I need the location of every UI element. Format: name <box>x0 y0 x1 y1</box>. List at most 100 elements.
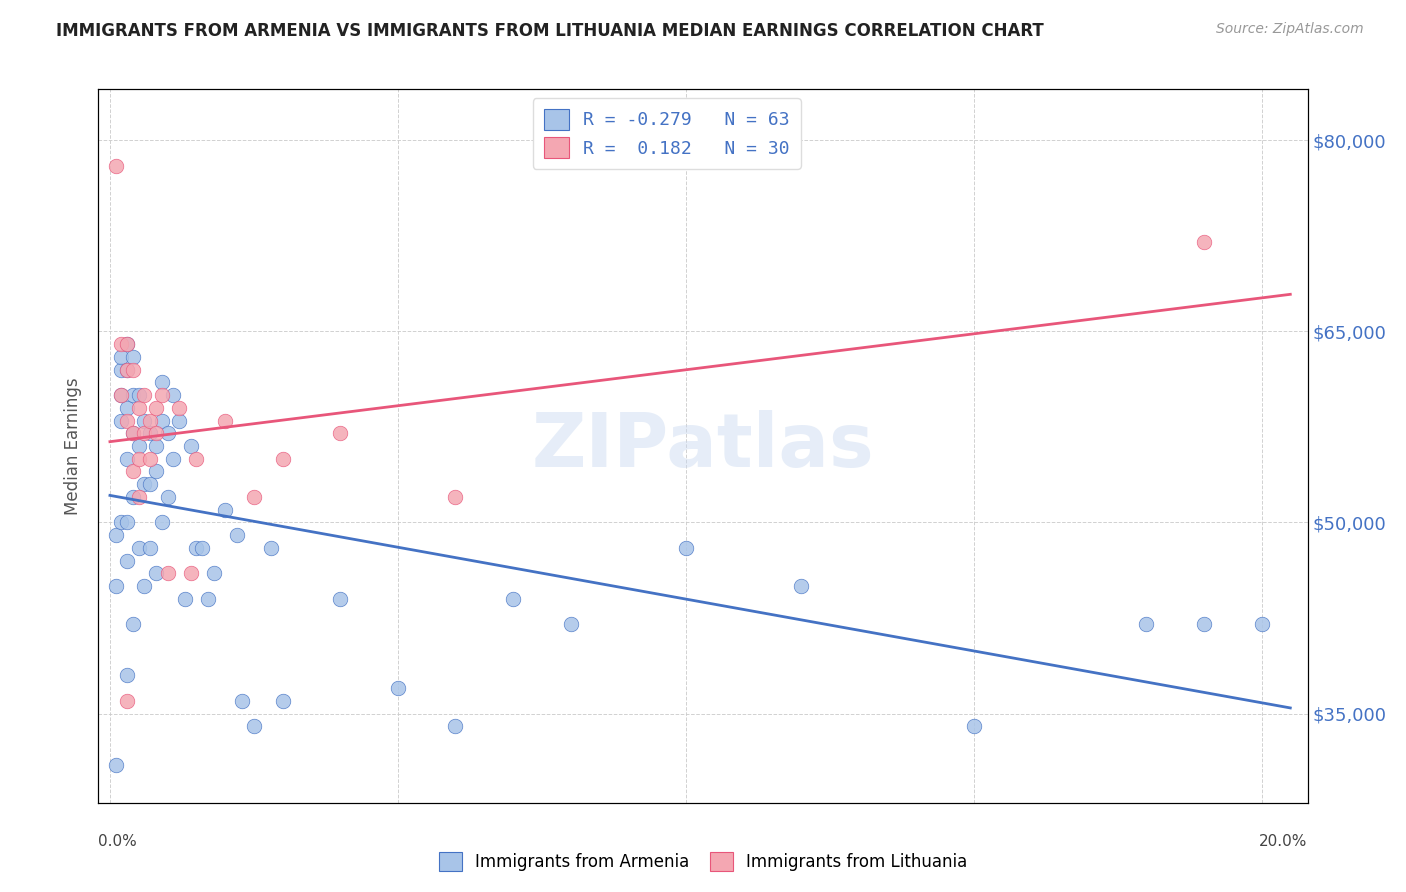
Point <box>156 426 179 441</box>
Point <box>128 490 150 504</box>
Point <box>162 451 184 466</box>
Text: 0.0%: 0.0% <box>98 834 138 849</box>
Text: 20.0%: 20.0% <box>1260 834 1308 849</box>
Point <box>162 388 184 402</box>
Text: IMMIGRANTS FROM ARMENIA VS IMMIGRANTS FROM LITHUANIA MEDIAN EARNINGS CORRELATION: IMMIGRANTS FROM ARMENIA VS IMMIGRANTS FR… <box>56 22 1045 40</box>
Point <box>110 337 132 351</box>
Point <box>134 579 156 593</box>
Point <box>173 591 195 606</box>
Point <box>104 579 127 593</box>
Point <box>122 617 145 632</box>
Point <box>145 439 167 453</box>
Point <box>675 541 697 555</box>
Point <box>271 451 294 466</box>
Point <box>110 350 132 364</box>
Point <box>444 719 467 733</box>
Point <box>115 554 138 568</box>
Point <box>110 413 132 427</box>
Point <box>139 477 162 491</box>
Point <box>214 502 236 516</box>
Point <box>115 362 138 376</box>
Point <box>191 541 214 555</box>
Point <box>110 388 132 402</box>
Point <box>128 401 150 415</box>
Point <box>260 541 283 555</box>
Point <box>110 388 132 402</box>
Point <box>271 694 294 708</box>
Point <box>150 376 173 390</box>
Point <box>115 337 138 351</box>
Point <box>444 490 467 504</box>
Point <box>145 465 167 479</box>
Point <box>387 681 409 695</box>
Point <box>115 451 138 466</box>
Point <box>139 451 162 466</box>
Point <box>139 426 162 441</box>
Point <box>180 566 202 581</box>
Point <box>1250 617 1272 632</box>
Point <box>145 426 167 441</box>
Point <box>214 413 236 427</box>
Point <box>167 413 190 427</box>
Point <box>139 413 162 427</box>
Point <box>122 350 145 364</box>
Point <box>145 401 167 415</box>
Point <box>115 516 138 530</box>
Point <box>115 362 138 376</box>
Point <box>110 362 132 376</box>
Point <box>962 719 984 733</box>
Point <box>122 426 145 441</box>
Point <box>156 490 179 504</box>
Point <box>115 413 138 427</box>
Point <box>122 426 145 441</box>
Point <box>134 477 156 491</box>
Point <box>104 159 127 173</box>
Point <box>115 337 138 351</box>
Point <box>790 579 813 593</box>
Point <box>560 617 582 632</box>
Point <box>231 694 253 708</box>
Point <box>134 388 156 402</box>
Point <box>115 694 138 708</box>
Point <box>122 362 145 376</box>
Point <box>122 490 145 504</box>
Point <box>122 388 145 402</box>
Point <box>128 541 150 555</box>
Point <box>180 439 202 453</box>
Point <box>186 541 208 555</box>
Point <box>104 757 127 772</box>
Text: Source: ZipAtlas.com: Source: ZipAtlas.com <box>1216 22 1364 37</box>
Legend: R = -0.279   N = 63, R =  0.182   N = 30: R = -0.279 N = 63, R = 0.182 N = 30 <box>533 98 801 169</box>
Point <box>104 528 127 542</box>
Point <box>197 591 219 606</box>
Legend: Immigrants from Armenia, Immigrants from Lithuania: Immigrants from Armenia, Immigrants from… <box>430 843 976 880</box>
Point <box>329 426 352 441</box>
Point <box>186 451 208 466</box>
Point <box>128 451 150 466</box>
Point <box>202 566 225 581</box>
Point <box>122 465 145 479</box>
Point <box>150 413 173 427</box>
Point <box>139 541 162 555</box>
Text: ZIPatlas: ZIPatlas <box>531 409 875 483</box>
Point <box>1192 617 1215 632</box>
Point <box>134 426 156 441</box>
Point <box>134 413 156 427</box>
Y-axis label: Median Earnings: Median Earnings <box>65 377 83 515</box>
Point <box>329 591 352 606</box>
Point <box>225 528 247 542</box>
Point <box>150 516 173 530</box>
Point <box>1192 235 1215 249</box>
Point <box>145 566 167 581</box>
Point <box>156 566 179 581</box>
Point <box>128 388 150 402</box>
Point <box>115 401 138 415</box>
Point <box>128 439 150 453</box>
Point <box>243 719 266 733</box>
Point <box>150 388 173 402</box>
Point <box>243 490 266 504</box>
Point <box>1135 617 1157 632</box>
Point <box>110 516 132 530</box>
Point <box>115 668 138 682</box>
Point <box>502 591 524 606</box>
